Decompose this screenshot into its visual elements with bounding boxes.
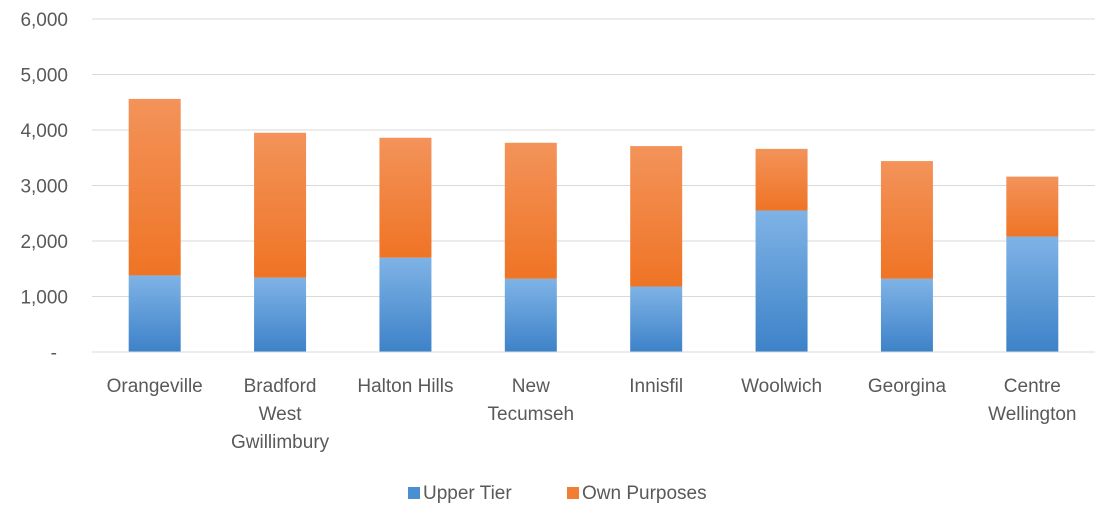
y-tick-label: 2,000 xyxy=(20,232,68,253)
x-tick-label: Orangeville xyxy=(107,376,203,397)
y-tick-label: 3,000 xyxy=(20,177,68,198)
bars xyxy=(128,98,1059,352)
x-tick-label: Innisfil xyxy=(629,376,683,397)
y-tick-label: 6,000 xyxy=(20,10,68,31)
legend: Upper Tier Own Purposes xyxy=(408,483,707,504)
x-tick-label: Halton Hills xyxy=(357,376,453,397)
bar-upper-tier xyxy=(880,278,933,352)
x-tick-label: New xyxy=(512,376,550,397)
x-axis: Orangeville Bradford West Gwillimbury Halton… xyxy=(92,351,1095,453)
bar-upper-tier xyxy=(630,286,683,352)
bar-own-purposes xyxy=(880,161,933,279)
bar-own-purposes xyxy=(630,146,683,287)
y-tick-label: 4,000 xyxy=(20,121,68,142)
bar-upper-tier xyxy=(1006,236,1059,352)
bar-upper-tier xyxy=(128,275,181,352)
y-tick-label: - xyxy=(51,343,57,364)
x-tick-label: Bradford xyxy=(244,376,317,397)
bar-upper-tier xyxy=(755,210,808,352)
bar-upper-tier xyxy=(379,257,432,352)
x-tick-label: West xyxy=(259,404,303,425)
bar-own-purposes xyxy=(1006,176,1059,237)
legend-swatch xyxy=(408,487,420,499)
legend-label: Upper Tier xyxy=(423,483,512,504)
bar-upper-tier xyxy=(504,278,557,352)
x-tick-label: Tecumseh xyxy=(488,404,575,425)
x-tick-label: Georgina xyxy=(868,376,947,397)
x-tick-label: Wellington xyxy=(988,404,1076,425)
legend-label: Own Purposes xyxy=(582,483,707,504)
bar-upper-tier xyxy=(254,277,307,352)
bar-own-purposes xyxy=(504,142,557,279)
bar-own-purposes xyxy=(755,148,808,211)
y-tick-label: 5,000 xyxy=(20,66,68,87)
x-tick-label: Centre xyxy=(1004,376,1061,397)
y-axis: - 1,000 2,000 3,000 4,000 5,000 6,000 xyxy=(20,10,68,364)
bar-own-purposes xyxy=(128,98,181,276)
bar-own-purposes xyxy=(379,137,432,258)
legend-swatch xyxy=(567,487,579,499)
x-tick-label: Woolwich xyxy=(741,376,822,397)
x-tick-label: Gwillimbury xyxy=(231,432,330,453)
gridlines xyxy=(92,18,1095,297)
y-tick-label: 1,000 xyxy=(20,288,68,309)
bar-own-purposes xyxy=(254,132,307,278)
